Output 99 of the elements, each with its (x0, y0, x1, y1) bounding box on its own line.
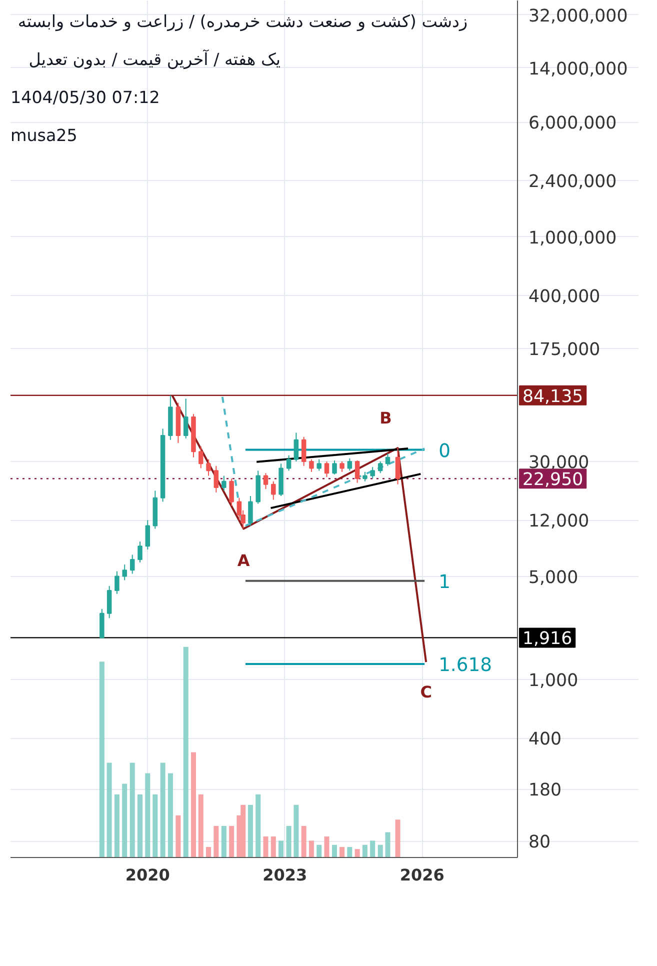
candlestick (229, 478, 234, 506)
bar (332, 844, 338, 858)
bar (301, 826, 306, 858)
bar (130, 762, 135, 858)
candlestick (309, 458, 314, 472)
bar (395, 820, 400, 858)
bar (160, 762, 166, 858)
bar (206, 846, 212, 858)
bar (324, 836, 330, 858)
y-tick-label: 14,000,000 (528, 59, 628, 80)
annotation: B (380, 408, 392, 428)
bar (278, 840, 284, 858)
bar (256, 794, 261, 858)
candlestick (198, 446, 204, 469)
candlestick (114, 570, 120, 594)
y-tick-label: 1,000,000 (528, 228, 617, 248)
y-tick-label: 400 (528, 730, 562, 750)
candlestick (294, 432, 299, 462)
bar (385, 832, 390, 858)
bar (152, 794, 158, 858)
annotation: 1 (438, 572, 450, 593)
annotation: 1404/05/30 07:12 (10, 88, 160, 107)
candlestick (395, 448, 400, 485)
candlestick (362, 471, 368, 482)
text: زدشت (کشت و صنعت دشت خرمدره) / زراعت و خدمات وابسته (18, 12, 468, 32)
ref-line-label: 22,950 (522, 470, 584, 490)
bar (106, 762, 112, 858)
bar (294, 804, 299, 858)
candlestick (145, 520, 150, 550)
annotation: C (420, 682, 432, 702)
candlestick (286, 454, 292, 472)
bar (240, 804, 246, 858)
bar (347, 846, 352, 858)
bar (214, 826, 219, 858)
bar (308, 840, 314, 858)
y-tick-label: 175,000 (528, 340, 600, 360)
bar (378, 844, 383, 858)
candlestick (378, 460, 383, 474)
y-tick-label: 6,000,000 (528, 114, 617, 134)
bar (183, 646, 188, 858)
candlestick (332, 460, 337, 475)
annotation: A (237, 551, 250, 570)
annotation: musa25 (10, 126, 78, 145)
ref-line-label: 1,916 (522, 629, 572, 650)
bar (370, 840, 376, 858)
bar (138, 794, 143, 858)
bar (270, 836, 276, 858)
candlestick (354, 460, 360, 484)
ref-line-label: 84,135 (522, 386, 584, 407)
bar (263, 836, 268, 858)
candlestick (106, 585, 112, 619)
bar (221, 826, 226, 858)
candlestick (206, 458, 211, 476)
bar (114, 794, 120, 858)
bar (198, 794, 204, 858)
candlestick (214, 465, 219, 493)
candlestick (222, 475, 226, 492)
y-tick-label: 30,000 (528, 452, 590, 473)
y-tick-label: 32,000,000 (528, 6, 628, 26)
candlestick (370, 466, 375, 479)
annotation: 0 (438, 440, 450, 462)
text: یک هفته / آخرین قیمت / بدون تعدیل (28, 49, 281, 70)
candlestick (316, 458, 322, 472)
candlestick (263, 472, 268, 490)
candlestick (271, 480, 276, 500)
bar (168, 773, 173, 858)
x-tick-label: 2023 (262, 866, 308, 884)
bar (229, 826, 234, 858)
y-tick-label: 400,000 (528, 287, 600, 308)
y-tick-label: 180 (528, 780, 562, 801)
x-tick-label: 2020 (125, 866, 170, 884)
candlestick (301, 436, 306, 466)
bar (354, 849, 360, 858)
bar (190, 752, 196, 858)
y-tick-label: 12,000 (528, 512, 590, 532)
candlestick (340, 460, 344, 472)
y-tick-label: 5,000 (528, 568, 578, 588)
candlestick (183, 398, 188, 439)
y-tick-label: 1,000 (528, 670, 578, 691)
candlestick (385, 452, 390, 466)
y-tick-label: 2,400,000 (528, 172, 617, 192)
bar (176, 815, 181, 858)
bar (316, 844, 322, 858)
candlestick (122, 564, 127, 581)
candlestick (138, 541, 142, 563)
y-tick-label: 80 (528, 832, 551, 853)
candlestick (347, 458, 352, 472)
bar (248, 804, 253, 858)
annotation: 1.618 (438, 655, 492, 676)
candlestick (130, 554, 135, 574)
x-tick-label: 2026 (400, 866, 444, 884)
candlestick (324, 460, 330, 478)
bar (340, 846, 345, 858)
bar (362, 844, 368, 858)
bar (286, 826, 292, 858)
bar (122, 784, 128, 858)
bar (99, 662, 104, 858)
candlestick (248, 496, 253, 526)
bar (145, 773, 150, 858)
